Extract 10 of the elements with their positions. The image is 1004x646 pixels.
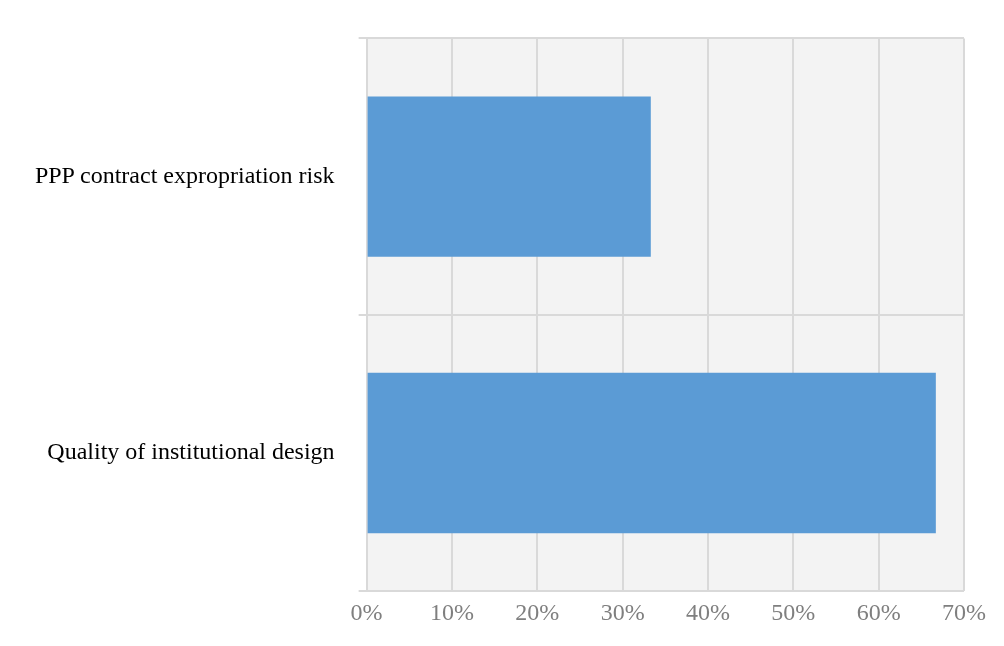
x-tick-label: 0%	[350, 598, 383, 625]
x-tick-label: 20%	[515, 598, 560, 625]
x-tick-label: 10%	[429, 598, 474, 625]
x-tick-label: 50%	[771, 598, 816, 625]
x-tick-label: 40%	[685, 598, 730, 625]
x-tick-label: 70%	[942, 598, 986, 625]
y-tick-label: PPP contract expropriation risk	[34, 161, 335, 188]
y-tick-label: Quality of institutional design	[47, 438, 335, 465]
x-tick-label: 60%	[856, 598, 901, 625]
x-tick-label: 30%	[600, 598, 645, 625]
